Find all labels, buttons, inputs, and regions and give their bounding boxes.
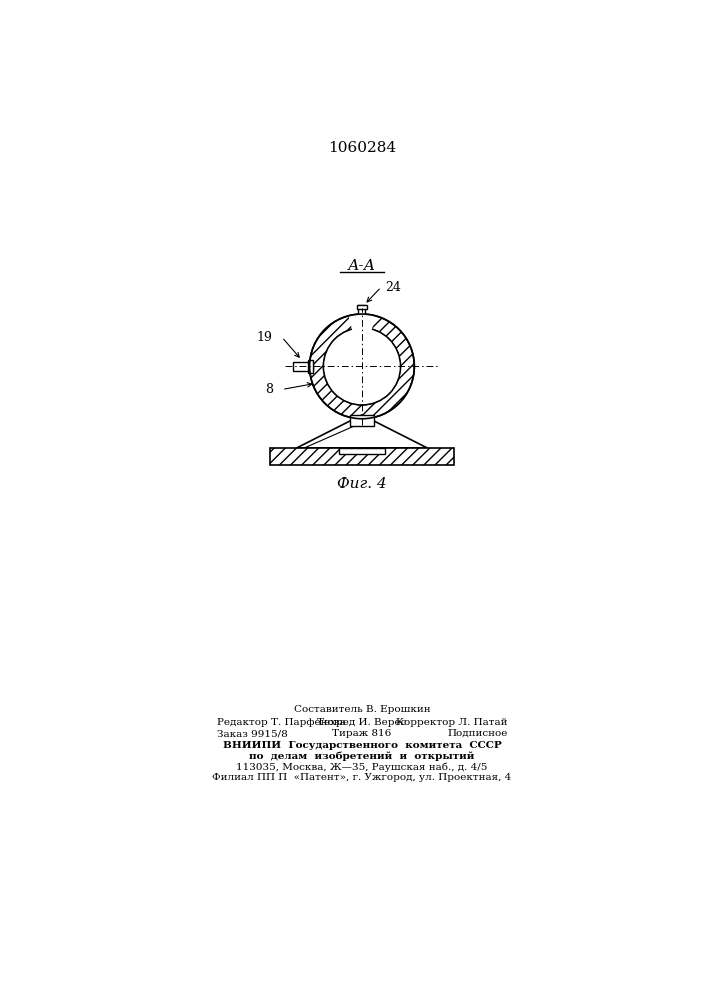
Wedge shape: [310, 314, 414, 419]
Text: по  делам  изобретений  и  открытий: по делам изобретений и открытий: [250, 751, 474, 761]
Text: Техред И. Верес: Техред И. Верес: [317, 718, 407, 727]
Text: Корректор Л. Патай: Корректор Л. Патай: [396, 718, 508, 727]
Wedge shape: [349, 315, 375, 366]
Text: А-А: А-А: [348, 259, 376, 273]
Text: Редактор Т. Парфенова: Редактор Т. Парфенова: [217, 718, 346, 727]
Bar: [358, 305, 366, 317]
Text: Фиг. 4: Фиг. 4: [337, 477, 387, 491]
Text: 113035, Москва, Ж—35, Раушская наб., д. 4/5: 113035, Москва, Ж—35, Раушская наб., д. …: [236, 762, 488, 772]
Text: Тираж 816: Тираж 816: [332, 729, 392, 738]
Circle shape: [324, 328, 400, 405]
Text: 8: 8: [264, 383, 273, 396]
Bar: [308, 360, 312, 373]
Polygon shape: [296, 415, 428, 448]
Bar: [269, 448, 455, 465]
Text: 1060284: 1060284: [328, 141, 396, 155]
Text: 24: 24: [385, 281, 401, 294]
Bar: [339, 448, 385, 454]
Text: Составитель В. Ерошкин: Составитель В. Ерошкин: [293, 705, 431, 714]
Text: 19: 19: [257, 331, 273, 344]
Text: Подписное: Подписное: [447, 729, 508, 738]
Bar: [351, 415, 373, 426]
Text: Филиал ПП П  «Патент», г. Ужгород, ул. Проектная, 4: Филиал ПП П «Патент», г. Ужгород, ул. Пр…: [212, 773, 512, 782]
Text: Заказ 9915/8: Заказ 9915/8: [217, 729, 288, 738]
Bar: [293, 362, 312, 371]
Text: ВНИИПИ  Государственного  комитета  СССР: ВНИИПИ Государственного комитета СССР: [223, 741, 501, 750]
Bar: [357, 305, 367, 309]
